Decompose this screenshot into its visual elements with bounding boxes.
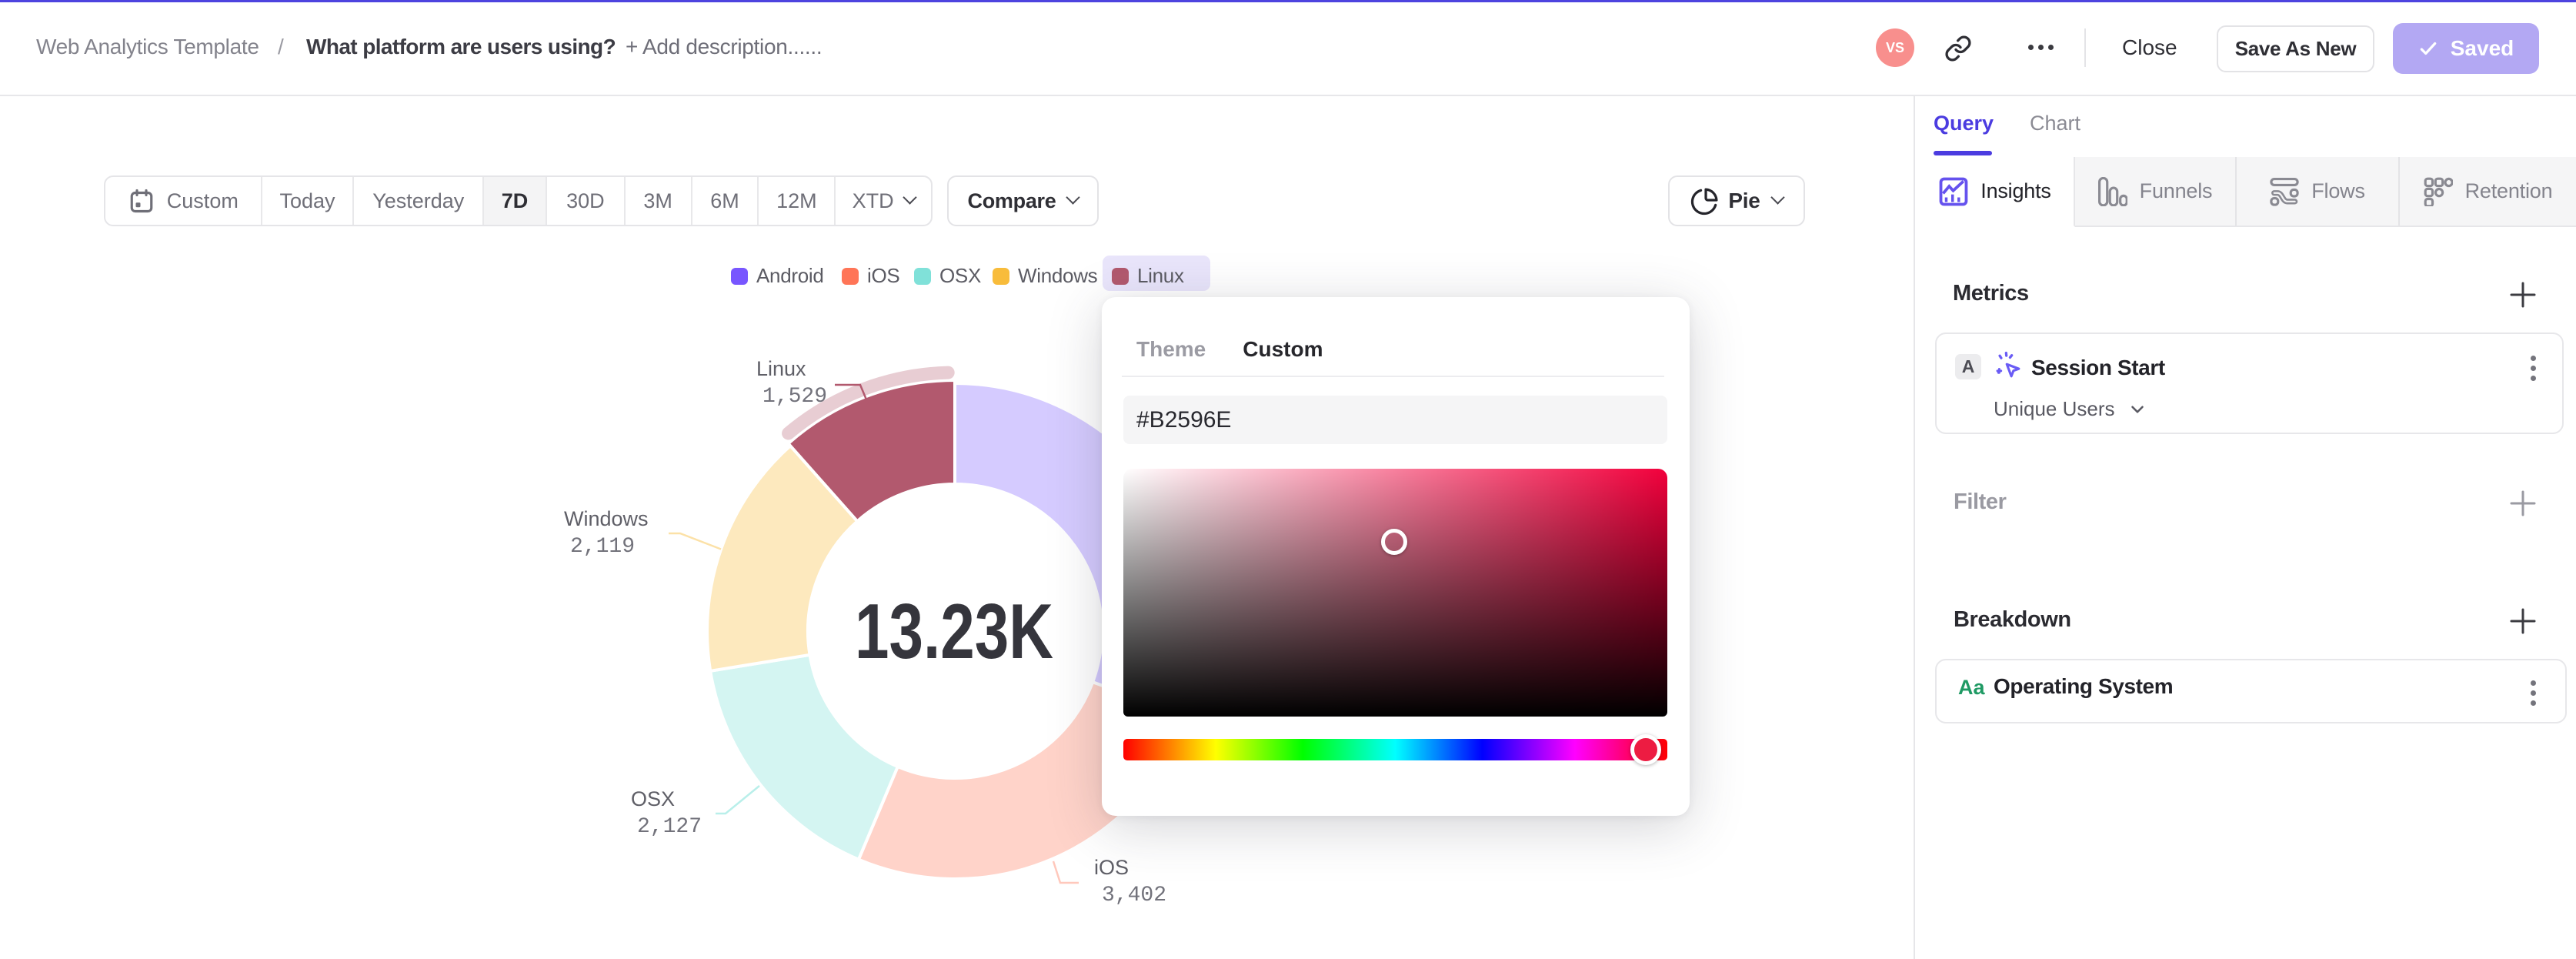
svg-text:iOS: iOS <box>1094 856 1129 879</box>
svg-text:3,402: 3,402 <box>1102 884 1166 907</box>
svg-text:2,127: 2,127 <box>637 815 702 839</box>
svg-text:Linux: Linux <box>756 357 806 380</box>
svg-text:1,529: 1,529 <box>762 385 827 409</box>
svg-text:13.23K: 13.23K <box>855 589 1053 675</box>
svg-text:2,119: 2,119 <box>570 535 635 559</box>
svg-text:OSX: OSX <box>631 787 675 810</box>
svg-text:Windows: Windows <box>564 507 649 530</box>
